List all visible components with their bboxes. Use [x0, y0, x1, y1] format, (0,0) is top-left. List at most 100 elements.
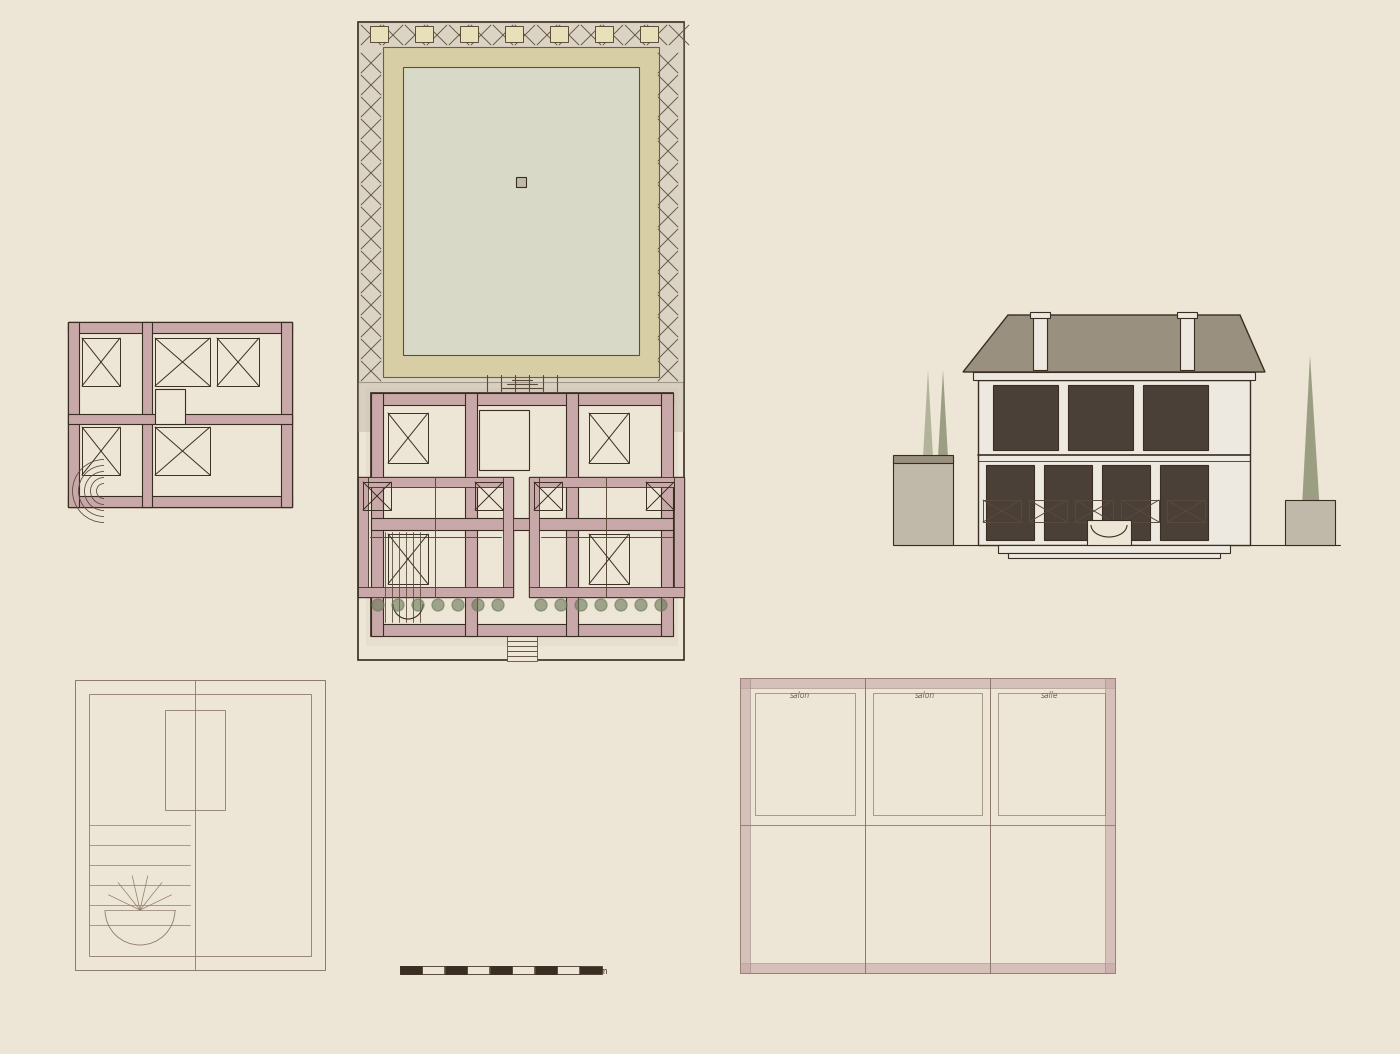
- Circle shape: [433, 599, 444, 611]
- Bar: [358, 22, 685, 382]
- Bar: [69, 414, 293, 424]
- Bar: [503, 477, 512, 597]
- Bar: [535, 967, 557, 974]
- Bar: [998, 545, 1231, 553]
- Circle shape: [392, 599, 405, 611]
- Bar: [69, 323, 293, 507]
- Bar: [1177, 312, 1197, 318]
- Bar: [371, 393, 673, 636]
- Circle shape: [472, 599, 484, 611]
- Bar: [529, 477, 685, 487]
- Bar: [384, 47, 659, 377]
- Circle shape: [491, 599, 504, 611]
- Circle shape: [595, 599, 608, 611]
- Bar: [1008, 553, 1219, 558]
- Bar: [414, 26, 433, 42]
- Bar: [986, 465, 1035, 540]
- Circle shape: [655, 599, 666, 611]
- Bar: [517, 177, 526, 187]
- Bar: [550, 26, 568, 42]
- Text: salon: salon: [790, 691, 811, 700]
- Bar: [363, 482, 391, 510]
- Bar: [673, 477, 685, 597]
- Polygon shape: [963, 315, 1266, 372]
- Bar: [165, 710, 225, 811]
- Circle shape: [575, 599, 587, 611]
- Bar: [155, 338, 210, 386]
- Bar: [507, 651, 538, 656]
- Bar: [155, 427, 210, 475]
- Bar: [281, 323, 293, 507]
- Bar: [1075, 500, 1113, 522]
- Circle shape: [535, 599, 547, 611]
- Bar: [529, 477, 539, 597]
- Bar: [475, 482, 503, 510]
- Polygon shape: [918, 370, 938, 545]
- Bar: [468, 967, 489, 974]
- Bar: [993, 385, 1058, 450]
- Bar: [69, 323, 78, 507]
- Bar: [589, 413, 629, 463]
- Bar: [370, 26, 388, 42]
- Bar: [645, 482, 673, 510]
- Circle shape: [412, 599, 424, 611]
- Bar: [371, 393, 673, 405]
- Bar: [421, 967, 444, 974]
- Bar: [1068, 385, 1133, 450]
- Bar: [640, 26, 658, 42]
- Bar: [1030, 312, 1050, 318]
- Polygon shape: [1301, 355, 1322, 545]
- Bar: [371, 624, 673, 636]
- Bar: [741, 678, 750, 973]
- Circle shape: [615, 599, 627, 611]
- Bar: [155, 389, 185, 424]
- Bar: [388, 534, 428, 584]
- Bar: [1033, 315, 1047, 370]
- Bar: [76, 680, 325, 970]
- Circle shape: [372, 599, 384, 611]
- Bar: [1180, 315, 1194, 370]
- Bar: [755, 692, 855, 815]
- Bar: [479, 410, 529, 470]
- Bar: [1285, 500, 1336, 545]
- Bar: [1121, 500, 1159, 522]
- Bar: [893, 455, 953, 463]
- Bar: [507, 656, 538, 661]
- Text: 50 m: 50 m: [588, 967, 608, 976]
- Bar: [490, 967, 512, 974]
- Bar: [507, 641, 538, 646]
- Text: salon: salon: [914, 691, 935, 700]
- Bar: [566, 393, 578, 636]
- Bar: [533, 482, 561, 510]
- Bar: [874, 692, 981, 815]
- Bar: [358, 477, 368, 597]
- Bar: [1029, 500, 1067, 522]
- Bar: [141, 323, 153, 507]
- Bar: [358, 587, 512, 597]
- Bar: [505, 26, 524, 42]
- Bar: [371, 393, 384, 636]
- Bar: [358, 382, 685, 432]
- Bar: [741, 963, 1114, 973]
- Bar: [83, 427, 120, 475]
- Circle shape: [636, 599, 647, 611]
- Bar: [445, 967, 468, 974]
- Bar: [741, 678, 1114, 688]
- Text: salle: salle: [1042, 691, 1058, 700]
- Polygon shape: [932, 370, 953, 545]
- Bar: [403, 67, 638, 355]
- Bar: [400, 967, 580, 974]
- Bar: [83, 338, 120, 386]
- Bar: [489, 415, 524, 460]
- Bar: [388, 413, 428, 463]
- Bar: [465, 393, 477, 636]
- Bar: [371, 518, 673, 530]
- Bar: [979, 380, 1250, 545]
- Circle shape: [554, 599, 567, 611]
- Bar: [69, 496, 293, 507]
- Bar: [1168, 500, 1205, 522]
- Bar: [998, 692, 1105, 815]
- Bar: [400, 967, 421, 974]
- Bar: [973, 372, 1254, 380]
- Bar: [1044, 465, 1092, 540]
